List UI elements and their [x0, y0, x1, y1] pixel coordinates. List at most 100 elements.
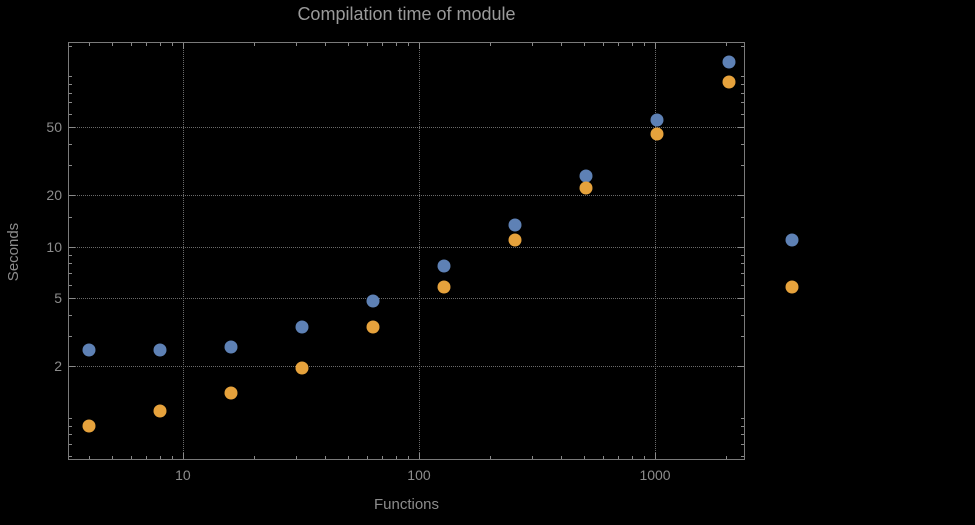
y-axis-label: Seconds — [5, 222, 22, 282]
x-tick-label: 10 — [175, 467, 191, 483]
y-minor-tick — [69, 263, 72, 265]
gridline-horizontal — [69, 127, 744, 129]
y-minor-tick — [69, 92, 72, 94]
y-major-tick — [69, 298, 75, 300]
data-point — [366, 320, 380, 334]
y-minor-tick-right — [741, 336, 744, 338]
x-minor-tick-top — [172, 43, 174, 46]
x-major-tick-top — [418, 43, 420, 49]
y-major-tick-right — [738, 127, 744, 129]
x-major-tick-top — [655, 43, 657, 49]
y-major-tick-right — [738, 366, 744, 368]
gridline-vertical — [655, 43, 657, 459]
y-minor-tick-right — [741, 425, 744, 427]
x-minor-tick — [632, 456, 634, 459]
y-tick-label: 20 — [46, 187, 62, 204]
data-point — [650, 113, 664, 127]
x-minor-tick-top — [618, 43, 620, 46]
x-minor-tick — [602, 456, 604, 459]
x-minor-tick-top — [602, 43, 604, 46]
x-minor-tick-top — [408, 43, 410, 46]
x-minor-tick-top — [644, 43, 646, 46]
plot-frame — [68, 42, 745, 460]
y-minor-tick-right — [741, 113, 744, 115]
x-major-tick-top — [182, 43, 184, 49]
y-major-tick — [69, 195, 75, 197]
x-minor-tick-top — [490, 43, 492, 46]
x-minor-tick — [490, 456, 492, 459]
x-minor-tick-top — [583, 43, 585, 46]
x-minor-tick — [130, 456, 132, 459]
data-point — [722, 75, 736, 89]
x-minor-tick — [583, 456, 585, 459]
x-minor-tick-top — [160, 43, 162, 46]
x-minor-tick — [618, 456, 620, 459]
x-minor-tick — [160, 456, 162, 459]
x-minor-tick — [253, 456, 255, 459]
data-point — [295, 320, 309, 334]
x-minor-tick — [172, 456, 174, 459]
x-minor-tick — [644, 456, 646, 459]
y-minor-tick-right — [741, 284, 744, 286]
x-minor-tick — [408, 456, 410, 459]
legend-marker — [785, 233, 799, 247]
y-minor-tick-right — [741, 143, 744, 145]
x-minor-tick-top — [726, 43, 728, 46]
x-minor-tick-top — [88, 43, 90, 46]
y-minor-tick-right — [741, 165, 744, 167]
legend-marker — [785, 280, 799, 294]
x-minor-tick — [295, 456, 297, 459]
data-point — [722, 55, 736, 69]
x-minor-tick-top — [111, 43, 113, 46]
x-minor-tick-top — [146, 43, 148, 46]
data-point — [508, 233, 522, 247]
x-minor-tick-top — [130, 43, 132, 46]
y-minor-tick — [69, 165, 72, 167]
data-point — [437, 259, 451, 273]
data-point — [650, 127, 664, 141]
gridline-vertical — [182, 43, 184, 459]
x-major-tick — [655, 453, 657, 459]
y-minor-tick — [69, 444, 72, 446]
y-major-tick — [69, 366, 75, 368]
y-minor-tick — [69, 45, 72, 47]
y-minor-tick-right — [741, 83, 744, 85]
x-minor-tick-top — [396, 43, 398, 46]
y-major-tick-right — [738, 195, 744, 197]
y-minor-tick-right — [741, 254, 744, 256]
data-point — [508, 218, 522, 232]
data-point — [579, 181, 593, 195]
x-axis-label: Functions — [373, 496, 440, 513]
y-minor-tick-right — [741, 102, 744, 104]
y-minor-tick-right — [741, 216, 744, 218]
data-point — [224, 386, 238, 400]
y-tick-label: 50 — [46, 119, 62, 136]
data-point — [153, 404, 167, 418]
data-point — [295, 361, 309, 375]
x-minor-tick — [396, 456, 398, 459]
x-minor-tick — [146, 456, 148, 459]
y-minor-tick — [69, 336, 72, 338]
y-major-tick-right — [738, 246, 744, 248]
x-minor-tick-top — [295, 43, 297, 46]
y-minor-tick-right — [741, 273, 744, 275]
x-minor-tick-top — [325, 43, 327, 46]
y-minor-tick — [69, 75, 72, 77]
y-minor-tick-right — [741, 45, 744, 47]
y-tick-label: 10 — [46, 238, 62, 255]
y-minor-tick-right — [741, 75, 744, 77]
gridline-horizontal — [69, 298, 744, 300]
gridline-horizontal — [69, 195, 744, 197]
y-major-tick — [69, 246, 75, 248]
x-major-tick — [182, 453, 184, 459]
y-minor-tick — [69, 455, 72, 457]
gridline-horizontal — [69, 366, 744, 368]
data-point — [82, 343, 96, 357]
y-major-tick-right — [738, 298, 744, 300]
y-minor-tick-right — [741, 444, 744, 446]
y-minor-tick — [69, 216, 72, 218]
y-minor-tick-right — [741, 314, 744, 316]
data-point — [366, 294, 380, 308]
y-minor-tick — [69, 425, 72, 427]
